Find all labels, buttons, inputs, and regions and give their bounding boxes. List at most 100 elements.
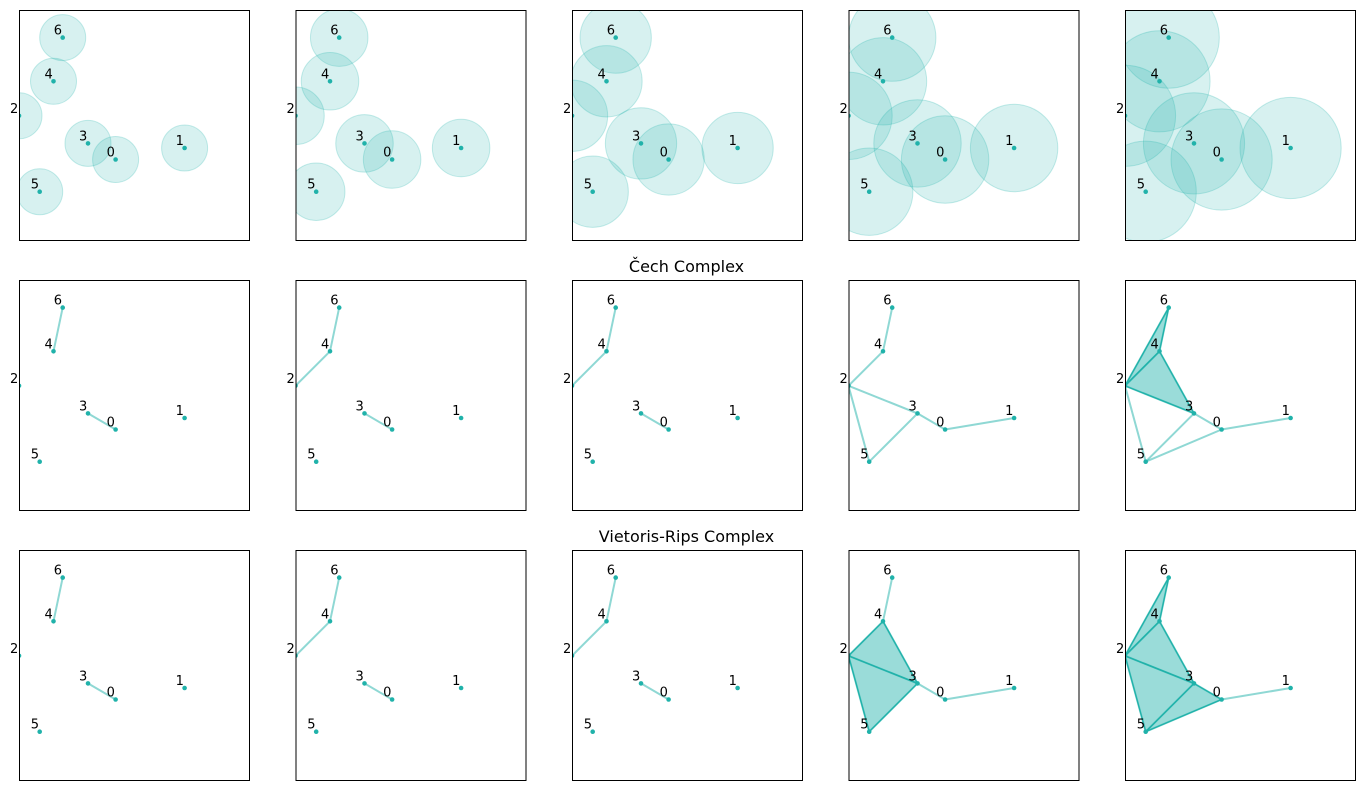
vietoris-rips-panel-4: 0 1 2 3 4 5 6 bbox=[840, 550, 1080, 781]
point-label-3: 3 bbox=[79, 669, 87, 684]
point-label-2: 2 bbox=[287, 372, 295, 387]
point-label-4: 4 bbox=[598, 337, 606, 352]
point-label-0: 0 bbox=[1213, 686, 1221, 701]
point-label-5: 5 bbox=[307, 178, 315, 193]
cech-panel-1: 0 1 2 3 4 5 6 bbox=[10, 280, 250, 511]
panel-frame bbox=[19, 280, 250, 511]
edge-6-4 bbox=[329, 307, 341, 352]
point-4 bbox=[1157, 619, 1162, 624]
point-0 bbox=[942, 157, 948, 162]
point-label-4: 4 bbox=[1151, 607, 1159, 622]
point-label-4: 4 bbox=[874, 337, 882, 352]
point-label-1: 1 bbox=[1005, 134, 1013, 149]
point-3 bbox=[362, 141, 367, 146]
vietoris-rips-complex-title: Vietoris-Rips Complex bbox=[599, 527, 774, 546]
vietoris-rips-panel-1: 0 1 2 3 4 5 6 bbox=[10, 550, 250, 781]
point-1 bbox=[458, 415, 464, 421]
ball-5 bbox=[295, 162, 346, 221]
balls-panel-4: 0 1 2 3 4 5 6 bbox=[840, 10, 1080, 241]
point-label-4: 4 bbox=[874, 607, 882, 622]
point-3 bbox=[85, 411, 91, 416]
edge-6-4 bbox=[882, 577, 894, 622]
point-5 bbox=[866, 729, 872, 734]
point-label-2: 2 bbox=[563, 102, 571, 117]
point-4 bbox=[880, 349, 886, 354]
edge-4-3 bbox=[882, 620, 919, 684]
edge-3-0 bbox=[1193, 412, 1223, 431]
point-5 bbox=[37, 729, 42, 734]
point-label-1: 1 bbox=[729, 134, 737, 149]
point-label-0: 0 bbox=[383, 686, 391, 701]
point-1 bbox=[458, 145, 464, 151]
point-label-0: 0 bbox=[383, 416, 391, 431]
point-1 bbox=[182, 415, 187, 421]
point-6 bbox=[336, 575, 342, 580]
point-6 bbox=[1166, 35, 1171, 40]
edge-3-0 bbox=[363, 682, 393, 701]
edge-6-4 bbox=[882, 307, 894, 352]
point-label-0: 0 bbox=[107, 686, 115, 701]
edge-5-3 bbox=[1144, 682, 1195, 733]
point-label-0: 0 bbox=[936, 416, 944, 431]
point-3 bbox=[1191, 141, 1197, 146]
point-4 bbox=[604, 349, 609, 354]
point-3 bbox=[85, 681, 91, 686]
edge-4-2 bbox=[1125, 350, 1161, 387]
panel-frame bbox=[848, 550, 1080, 781]
point-label-6: 6 bbox=[883, 564, 891, 579]
edge-6-4 bbox=[1158, 307, 1170, 352]
point-label-6: 6 bbox=[883, 24, 891, 39]
point-label-3: 3 bbox=[909, 129, 917, 144]
point-label-5: 5 bbox=[584, 718, 592, 733]
ball-4 bbox=[1125, 30, 1211, 133]
edge-5-0 bbox=[1145, 698, 1222, 733]
point-4 bbox=[1157, 349, 1162, 354]
vietoris-rips-panel-3: 0 1 2 3 4 5 6 bbox=[563, 550, 803, 781]
edge-4-3 bbox=[1158, 620, 1195, 684]
point-5 bbox=[313, 459, 319, 465]
point-0 bbox=[389, 697, 395, 702]
point-label-6: 6 bbox=[54, 294, 62, 309]
edge-2-6 bbox=[1125, 307, 1170, 387]
edge-4-2 bbox=[1125, 620, 1161, 657]
point-label-6: 6 bbox=[607, 294, 615, 309]
point-3 bbox=[85, 141, 91, 146]
vietoris-rips-panel-2: 0 1 2 3 4 5 6 bbox=[287, 550, 527, 781]
point-6 bbox=[60, 35, 65, 40]
point-label-4: 4 bbox=[874, 67, 882, 82]
point-label-5: 5 bbox=[1137, 178, 1145, 193]
point-1 bbox=[182, 685, 187, 691]
point-label-5: 5 bbox=[1137, 718, 1145, 733]
edge-5-3 bbox=[868, 412, 919, 463]
edge-4-2 bbox=[848, 620, 884, 657]
point-1 bbox=[1011, 145, 1017, 151]
point-3 bbox=[638, 681, 644, 686]
point-4 bbox=[604, 79, 609, 84]
point-label-1: 1 bbox=[176, 674, 184, 689]
point-label-3: 3 bbox=[1185, 129, 1193, 144]
point-label-4: 4 bbox=[1151, 67, 1159, 82]
ball-6 bbox=[579, 10, 652, 74]
point-6 bbox=[1166, 305, 1171, 310]
point-label-3: 3 bbox=[1185, 669, 1193, 684]
point-label-2: 2 bbox=[840, 372, 848, 387]
point-label-1: 1 bbox=[452, 674, 460, 689]
point-3 bbox=[915, 141, 920, 146]
point-label-3: 3 bbox=[79, 129, 87, 144]
edge-4-2 bbox=[295, 350, 331, 387]
balls-panel-5: 0 1 2 3 4 5 6 bbox=[1116, 10, 1356, 241]
ball-2 bbox=[19, 92, 43, 140]
edge-2-5 bbox=[1125, 385, 1147, 462]
panel-frame bbox=[1125, 280, 1356, 511]
ball-5 bbox=[572, 155, 629, 228]
point-1 bbox=[458, 685, 464, 691]
point-label-5: 5 bbox=[860, 448, 868, 463]
cech-panel-3: 0 1 2 3 4 5 6 bbox=[563, 280, 803, 511]
ball-2 bbox=[848, 71, 893, 160]
edge-4-3 bbox=[1158, 350, 1195, 414]
point-label-3: 3 bbox=[632, 669, 640, 684]
edge-2-3 bbox=[848, 384, 918, 415]
point-6 bbox=[613, 575, 618, 580]
point-label-0: 0 bbox=[936, 146, 944, 161]
